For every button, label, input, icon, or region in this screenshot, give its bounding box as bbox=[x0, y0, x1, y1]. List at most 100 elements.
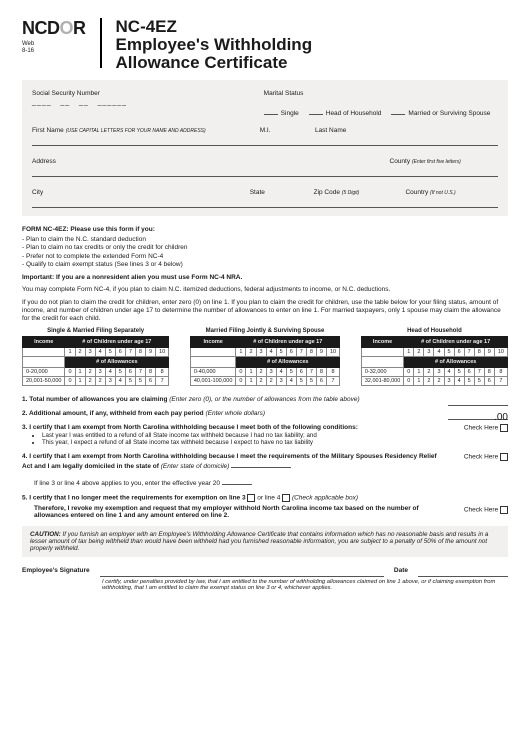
l2-suffix: .00 bbox=[494, 412, 508, 423]
line-2: 2. Additional amount, if any, withheld f… bbox=[22, 410, 508, 417]
tc: 1 bbox=[246, 367, 256, 376]
single-option[interactable]: Single bbox=[264, 107, 299, 117]
tc: 8 bbox=[145, 367, 155, 376]
tc: 2 bbox=[85, 376, 95, 385]
l1-text: 1. Total number of allowances you are cl… bbox=[22, 396, 167, 403]
form-code: NC-4EZ bbox=[116, 18, 313, 36]
l3-b1: Last year I was entitled to a refund of … bbox=[42, 432, 438, 439]
tc: 5 bbox=[454, 367, 464, 376]
allowance-tables: Single & Married Filing Separately Incom… bbox=[22, 328, 508, 386]
instr-p3: Prefer not to complete the extended Form… bbox=[22, 253, 508, 261]
tc: 0 bbox=[404, 367, 414, 376]
l3-b2: This year, I expect a refund of all Stat… bbox=[42, 439, 438, 446]
tc: 6 bbox=[316, 376, 326, 385]
tc: 3 bbox=[85, 347, 95, 356]
instr-p4: Qualify to claim exempt status (See line… bbox=[22, 261, 508, 269]
tc: 5 bbox=[135, 376, 145, 385]
tc: 7 bbox=[474, 367, 484, 376]
tr-lbl: 40,001-100,000 bbox=[190, 376, 236, 385]
tc: 8 bbox=[316, 367, 326, 376]
ssn-label: Social Security Number bbox=[32, 90, 256, 97]
tc: 1 bbox=[75, 376, 85, 385]
tc: 8 bbox=[156, 367, 169, 376]
tc: 4 bbox=[95, 347, 105, 356]
agency-block: NCDOR Web 8-16 bbox=[22, 18, 86, 55]
l1-input[interactable] bbox=[448, 396, 508, 406]
table-c: Income# of Children under age 17 1234567… bbox=[361, 336, 508, 386]
l3-text: 3. I certify that I am exempt from North… bbox=[22, 424, 358, 431]
name-input[interactable] bbox=[32, 134, 498, 146]
tc: 2 bbox=[246, 347, 256, 356]
ssn-input[interactable]: ____ __ __ ______ bbox=[32, 99, 256, 106]
tc: 10 bbox=[494, 347, 507, 356]
tc: 5 bbox=[306, 376, 316, 385]
agency-sub: Web 8-16 bbox=[22, 41, 86, 55]
tc: 5 bbox=[286, 367, 296, 376]
tr-lbl: 20,001-50,000 bbox=[23, 376, 65, 385]
tc: 4 bbox=[434, 347, 444, 356]
city-input[interactable] bbox=[32, 196, 498, 208]
year-input[interactable] bbox=[222, 477, 252, 485]
table-a-wrap: Single & Married Filing Separately Incom… bbox=[22, 328, 169, 386]
tc: 8 bbox=[494, 367, 507, 376]
th-allow: # of Allowances bbox=[404, 356, 508, 367]
th-allow: # of Allowances bbox=[65, 356, 169, 367]
tc: 2 bbox=[256, 367, 266, 376]
l5-chk3[interactable] bbox=[247, 494, 255, 502]
tc: 3 bbox=[266, 367, 276, 376]
th-children: # of Children under age 17 bbox=[404, 336, 508, 347]
l4-domicile-input[interactable] bbox=[231, 460, 291, 468]
mss-option[interactable]: Married or Surviving Spouse bbox=[391, 107, 490, 117]
tc: 8 bbox=[306, 347, 316, 356]
tc: 5 bbox=[444, 347, 454, 356]
tr-lbl: 0-20,000 bbox=[23, 367, 65, 376]
tc: 2 bbox=[434, 376, 444, 385]
tc: 4 bbox=[276, 367, 286, 376]
tc: 3 bbox=[276, 376, 286, 385]
l2-note: (Enter whole dollars) bbox=[205, 410, 265, 417]
address-input[interactable] bbox=[32, 165, 498, 177]
tc: 9 bbox=[145, 347, 155, 356]
logo-nc: NC bbox=[22, 18, 47, 38]
zip-note: (5 Digit) bbox=[342, 190, 360, 196]
tc: 2 bbox=[266, 376, 276, 385]
l5-chk4[interactable] bbox=[282, 494, 290, 502]
date-input[interactable] bbox=[418, 567, 508, 577]
city-label: City bbox=[32, 189, 242, 196]
tc: 5 bbox=[464, 376, 474, 385]
zip-group: Zip Code (5 Digit) bbox=[314, 189, 398, 196]
instr-p2: Plan to claim no tax credits or only the… bbox=[22, 244, 508, 252]
header: NCDOR Web 8-16 NC-4EZ Employee's Withhol… bbox=[22, 18, 508, 72]
table-b: Income# of Children under age 17 1234567… bbox=[190, 336, 340, 386]
tc: 2 bbox=[75, 347, 85, 356]
tc: 3 bbox=[424, 347, 434, 356]
tc: 5 bbox=[105, 347, 115, 356]
l5-check[interactable]: Check Here bbox=[464, 506, 508, 514]
country-group: Country (If not U.S.) bbox=[405, 189, 455, 196]
logo-r: R bbox=[73, 18, 86, 38]
tc: 7 bbox=[326, 376, 339, 385]
l4-check[interactable]: Check Here bbox=[464, 453, 508, 461]
id-section: Social Security Number ____ __ __ ______… bbox=[22, 80, 508, 216]
tr-lbl: 32,001-80,000 bbox=[361, 376, 403, 385]
l2-input[interactable]: .00 bbox=[448, 410, 508, 420]
tr-lbl: 0-32,000 bbox=[361, 367, 403, 376]
first-name-note: (USE CAPITAL LETTERS FOR YOUR NAME AND A… bbox=[66, 128, 206, 134]
tc: 6 bbox=[454, 347, 464, 356]
tc: 1 bbox=[414, 376, 424, 385]
tc: 2 bbox=[85, 367, 95, 376]
tc: 3 bbox=[256, 347, 266, 356]
l3-check[interactable]: Check Here bbox=[464, 424, 508, 432]
hoh-option[interactable]: Head of Household bbox=[309, 107, 382, 117]
table-c-title: Head of Household bbox=[361, 328, 508, 334]
title-2: Allowance Certificate bbox=[116, 54, 313, 72]
tc: 9 bbox=[316, 347, 326, 356]
l1-note: (Enter zero (0), or the number of allowa… bbox=[169, 396, 359, 403]
county-note: (Enter first five letters) bbox=[412, 159, 461, 165]
table-a: Income# of Children under age 17 1234567… bbox=[22, 336, 169, 386]
tc: 3 bbox=[95, 367, 105, 376]
table-a-title: Single & Married Filing Separately bbox=[22, 328, 169, 334]
tc: 7 bbox=[135, 367, 145, 376]
sig-input[interactable] bbox=[100, 567, 384, 577]
marital-label: Marital Status bbox=[264, 90, 497, 97]
